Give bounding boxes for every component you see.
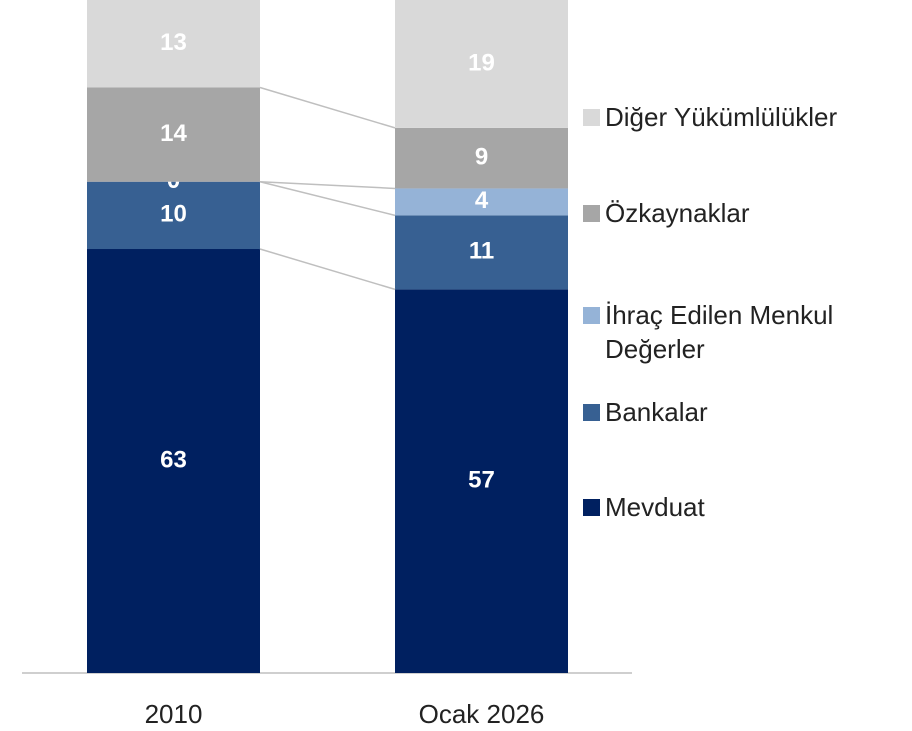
legend-label: Diğer Yükümlülükler xyxy=(605,102,838,132)
legend-swatch xyxy=(583,499,600,516)
legend-swatch xyxy=(583,404,600,421)
value-label: 9 xyxy=(475,143,488,170)
bar-segment xyxy=(395,215,568,290)
legend-swatch xyxy=(583,109,600,126)
legend-label: Bankalar xyxy=(605,397,708,427)
connector-line xyxy=(259,180,396,190)
bar-segment xyxy=(87,249,260,673)
x-tick-label: 2010 xyxy=(145,699,203,729)
connector-line xyxy=(259,86,396,129)
connector-line xyxy=(259,180,396,217)
value-label: 13 xyxy=(160,29,187,56)
bar-segment xyxy=(87,0,260,88)
value-label: 10 xyxy=(160,201,187,228)
bar-segment xyxy=(395,289,568,673)
bar-segment xyxy=(87,87,260,182)
value-label: 11 xyxy=(469,238,494,265)
value-label: 63 xyxy=(160,446,187,473)
value-label: 14 xyxy=(160,120,187,147)
legend-label: İhraç Edilen Menkul Değerler xyxy=(605,300,834,364)
legend-item: Bankalar xyxy=(583,395,903,429)
bar-segment xyxy=(87,181,260,250)
legend-item: İhraç Edilen Menkul Değerler xyxy=(583,298,903,366)
bar-segment xyxy=(395,188,568,216)
bar-segment xyxy=(395,0,568,128)
legend-swatch xyxy=(583,205,600,222)
x-tick-label: Ocak 2026 xyxy=(419,699,545,729)
value-label: 19 xyxy=(468,49,495,76)
legend-label: Özkaynaklar xyxy=(605,198,750,228)
legend-item: Mevduat xyxy=(583,490,903,524)
legend-label: Mevduat xyxy=(605,492,705,522)
bar-segment xyxy=(395,127,568,189)
value-label: 4 xyxy=(475,187,489,214)
value-label: 57 xyxy=(468,467,495,494)
connector-line xyxy=(259,248,396,291)
legend-swatch xyxy=(583,307,600,324)
legend-item: Özkaynaklar xyxy=(583,196,903,230)
legend-item: Diğer Yükümlülükler xyxy=(583,100,903,134)
